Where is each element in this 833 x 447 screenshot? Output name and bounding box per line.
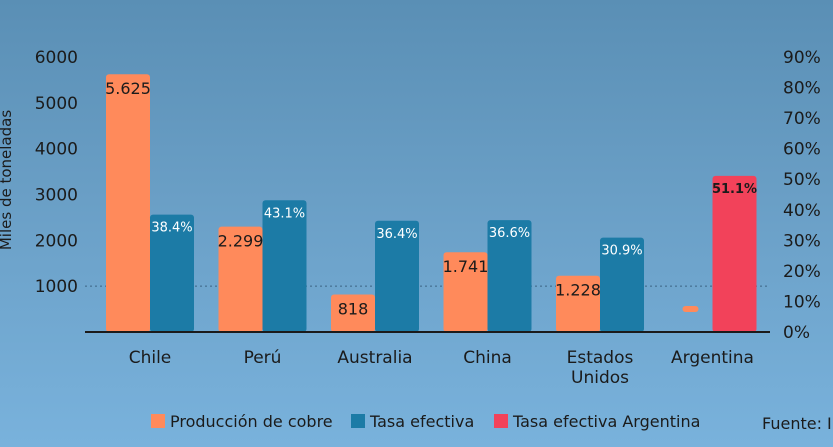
bar-tasa-efectiva	[150, 214, 194, 332]
right-tick-label: 90%	[783, 48, 821, 68]
category-label-line: Unidos	[571, 368, 629, 388]
right-axis: 90% 80% 70% 60% 50% 40% 30% 20% 10% 0%	[783, 48, 821, 343]
data-label-tasa: 36.6%	[489, 226, 530, 241]
legend-label: Producción de cobre	[170, 412, 333, 431]
right-tick-label: 0%	[783, 323, 810, 343]
right-tick-label: 30%	[783, 231, 821, 251]
data-label-tasa: 38.4%	[151, 221, 192, 236]
category-label-line: Perú	[244, 348, 282, 368]
data-label-produccion: 1.741	[443, 257, 489, 276]
right-tick-label: 40%	[783, 201, 821, 221]
source-note: Fuente: I	[762, 414, 832, 433]
bar-produccion	[443, 252, 488, 332]
right-tick-label: 60%	[783, 140, 821, 160]
category-label-line: Australia	[337, 348, 412, 368]
bar-tasa-efectiva	[375, 220, 419, 332]
legend-swatch	[151, 414, 165, 428]
data-label-tasa: 36.4%	[376, 227, 417, 242]
bar-produccion	[331, 294, 375, 332]
bar-tasa-efectiva	[487, 220, 532, 332]
bar-tasa-efectiva	[600, 237, 644, 332]
category-label: Argentina	[671, 348, 754, 368]
data-label-produccion: 1.228	[555, 281, 601, 300]
category-label: Estados Unidos	[567, 348, 634, 388]
left-tick-label: 2000	[35, 231, 78, 251]
bar-produccion	[682, 306, 699, 312]
data-label-tasa-argentina: 51.1%	[712, 182, 757, 197]
legend-label: Tasa efectiva	[369, 412, 474, 431]
data-label-produccion: 5.625	[105, 79, 151, 98]
left-axis: 6000 5000 4000 3000 2000 1000	[35, 48, 78, 297]
legend-swatch	[351, 414, 365, 428]
left-tick-label: 5000	[35, 94, 78, 114]
right-tick-label: 20%	[783, 262, 821, 282]
left-tick-label: 3000	[35, 186, 78, 206]
category-label-line: Estados	[567, 348, 634, 368]
bar-produccion	[106, 74, 150, 332]
category-label: Chile	[129, 348, 172, 368]
left-tick-label: 6000	[35, 48, 78, 68]
right-tick-label: 80%	[783, 79, 821, 99]
category-label: China	[463, 348, 512, 368]
category-label-line: Argentina	[671, 348, 754, 368]
data-label-tasa: 30.9%	[601, 244, 642, 259]
left-tick-label: 1000	[35, 277, 78, 297]
data-label-produccion: 2.299	[218, 232, 264, 251]
bar-produccion	[218, 226, 263, 332]
category-label: Australia	[337, 348, 412, 368]
category-label: Perú	[244, 348, 282, 368]
data-label-tasa: 43.1%	[264, 206, 305, 221]
bars	[85, 74, 770, 333]
right-tick-label: 50%	[783, 170, 821, 190]
y-axis-title: Miles de toneladas	[0, 110, 15, 250]
category-label-line: Chile	[129, 348, 172, 368]
right-tick-label: 70%	[783, 109, 821, 129]
category-label-line: China	[463, 348, 512, 368]
legend-swatch	[494, 414, 508, 428]
bar-tasa-argentina	[712, 175, 757, 332]
x-axis-categories: Chile Perú Australia China Estados Unidos Arge…	[129, 348, 754, 388]
legend-label: Tasa efectiva Argentina	[512, 412, 700, 431]
bar-tasa-efectiva	[262, 200, 307, 332]
data-label-produccion: 818	[338, 300, 369, 319]
left-tick-label: 4000	[35, 140, 78, 160]
legend: Producción de cobre Tasa efectiva Tasa efe…	[151, 412, 700, 431]
bar-produccion	[556, 275, 600, 332]
right-tick-label: 10%	[783, 292, 821, 312]
